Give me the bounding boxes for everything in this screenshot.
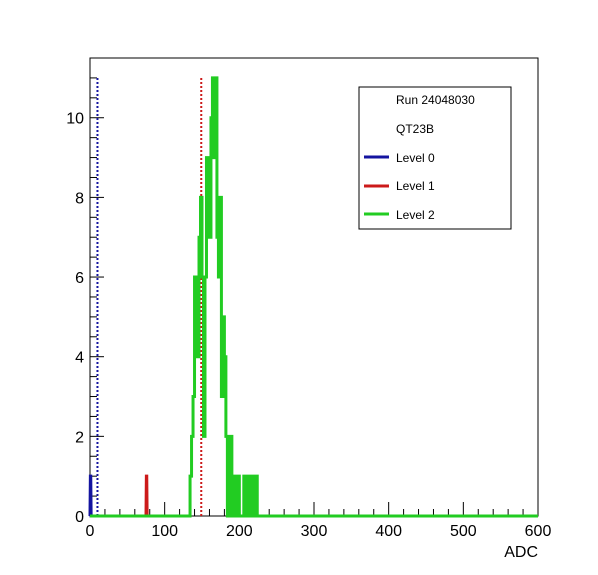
series-level-2-histogram [90, 76, 538, 518]
y-tick-label: 8 [75, 190, 84, 207]
series-level-1-spike [144, 474, 149, 518]
y-tick-label: 10 [66, 111, 84, 128]
legend-label-level-2: Level 2 [396, 208, 435, 222]
x-tick-label: 200 [226, 523, 253, 540]
legend-run-label: Run 24048030 [396, 93, 475, 107]
y-tick-label: 0 [75, 509, 84, 526]
x-axis-title: ADC [504, 544, 538, 561]
x-tick-label: 600 [525, 523, 552, 540]
series-level-0-spike [88, 474, 93, 518]
legend-box: Run 24048030 QT23B Level 0 Level 1 Level… [358, 86, 512, 230]
axis-tick-labels: 0 100 200 300 400 500 600 0 2 4 6 8 10 [66, 111, 551, 540]
data-series [88, 76, 538, 518]
legend-label-level-0: Level 0 [396, 151, 435, 165]
legend-channel-label: QT23B [396, 122, 434, 136]
x-tick-label: 0 [86, 523, 95, 540]
y-tick-label: 2 [75, 429, 84, 446]
x-tick-label: 500 [450, 523, 477, 540]
legend-label-level-1: Level 1 [396, 179, 435, 193]
x-tick-label: 100 [151, 523, 178, 540]
y-tick-label: 4 [75, 350, 84, 367]
y-tick-label: 6 [75, 270, 84, 287]
x-tick-label: 400 [375, 523, 402, 540]
x-tick-label: 300 [301, 523, 328, 540]
